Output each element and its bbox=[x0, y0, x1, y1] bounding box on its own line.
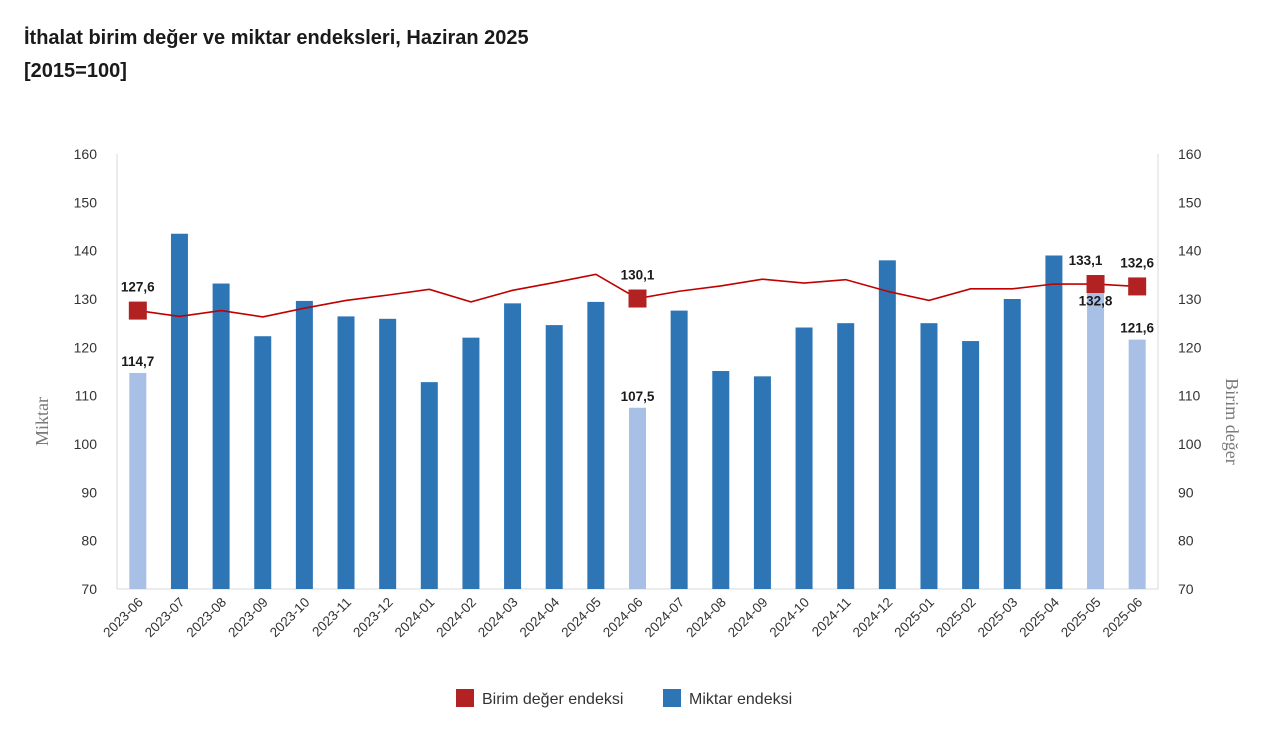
x-tick-label: 2023-09 bbox=[225, 595, 271, 641]
y-tick-right: 80 bbox=[1178, 533, 1194, 549]
legend-label-birim-deger: Birim değer endeksi bbox=[482, 691, 623, 708]
data-label-miktar: 114,7 bbox=[121, 354, 154, 369]
y-tick-right: 100 bbox=[1178, 436, 1202, 452]
bar-miktar bbox=[295, 300, 313, 589]
x-tick-label: 2023-11 bbox=[309, 595, 354, 640]
y-tick-left: 90 bbox=[81, 484, 97, 500]
data-label-birim-deger: 133,1 bbox=[1069, 253, 1103, 268]
y-tick-right: 140 bbox=[1178, 243, 1202, 259]
x-tick-label: 2024-02 bbox=[433, 595, 479, 641]
bar-miktar bbox=[962, 341, 980, 589]
bar-miktar bbox=[129, 372, 147, 589]
bar-miktar bbox=[878, 260, 896, 589]
x-tick-label: 2024-04 bbox=[517, 594, 563, 640]
bar-miktar bbox=[1003, 299, 1021, 589]
x-tick-label: 2023-08 bbox=[184, 595, 230, 641]
y-tick-right: 110 bbox=[1178, 388, 1201, 404]
bar-miktar bbox=[420, 382, 438, 589]
legend-swatch-miktar bbox=[663, 689, 681, 707]
y-tick-right: 70 bbox=[1178, 581, 1194, 597]
bar-miktar bbox=[837, 323, 855, 589]
bar-miktar bbox=[1128, 339, 1146, 589]
chart-subtitle: [2015=100] bbox=[24, 60, 127, 82]
x-tick-label: 2025-03 bbox=[975, 595, 1021, 641]
y-tick-left: 70 bbox=[81, 581, 97, 597]
x-tick-label: 2024-08 bbox=[683, 595, 729, 641]
bar-miktar bbox=[545, 325, 563, 589]
data-label-miktar: 107,5 bbox=[621, 389, 655, 404]
y-axis-title-right: Birim değer bbox=[1222, 378, 1242, 464]
y-tick-left: 110 bbox=[75, 388, 98, 404]
x-tick-label: 2025-04 bbox=[1016, 594, 1062, 640]
x-tick-label: 2025-02 bbox=[933, 595, 979, 641]
x-tick-label: 2024-09 bbox=[725, 595, 771, 641]
legend-label-miktar: Miktar endeksi bbox=[689, 691, 792, 708]
x-tick-label: 2024-10 bbox=[767, 595, 813, 641]
y-tick-left: 140 bbox=[74, 243, 98, 259]
y-axis-title-left: Miktar bbox=[32, 397, 52, 446]
data-label-miktar: 132,8 bbox=[1079, 293, 1113, 308]
x-tick-label: 2024-05 bbox=[558, 595, 604, 641]
x-tick-label: 2023-07 bbox=[142, 595, 188, 641]
x-tick-label: 2025-06 bbox=[1100, 595, 1146, 641]
y-tick-left: 120 bbox=[74, 339, 98, 355]
x-tick-label: 2023-10 bbox=[267, 595, 313, 641]
x-tick-label: 2024-07 bbox=[642, 595, 688, 641]
bar-miktar bbox=[920, 323, 938, 589]
y-tick-left: 100 bbox=[74, 436, 98, 452]
y-tick-left: 160 bbox=[74, 146, 98, 162]
bar-miktar bbox=[379, 318, 397, 589]
y-tick-right: 150 bbox=[1178, 194, 1202, 210]
y-tick-right: 90 bbox=[1178, 484, 1194, 500]
y-tick-right: 130 bbox=[1178, 291, 1202, 307]
x-tick-label: 2025-01 bbox=[891, 595, 937, 641]
y-tick-left: 130 bbox=[74, 291, 98, 307]
x-tick-label: 2023-12 bbox=[350, 595, 396, 641]
bar-miktar bbox=[170, 233, 188, 589]
x-tick-label: 2023-06 bbox=[100, 595, 146, 641]
data-label-birim-deger: 127,6 bbox=[121, 280, 155, 295]
marker-birim-deger bbox=[1128, 277, 1147, 296]
x-tick-label: 2024-03 bbox=[475, 595, 521, 641]
bar-miktar bbox=[1087, 285, 1105, 589]
data-label-birim-deger: 132,6 bbox=[1120, 255, 1154, 270]
bar-miktar bbox=[212, 283, 230, 589]
data-label-birim-deger: 130,1 bbox=[621, 268, 655, 283]
bar-miktar bbox=[337, 316, 355, 589]
bar-miktar bbox=[462, 337, 480, 589]
bar-miktar bbox=[795, 327, 813, 589]
x-tick-label: 2024-01 bbox=[392, 595, 438, 641]
x-tick-label: 2024-11 bbox=[809, 595, 854, 640]
y-tick-right: 120 bbox=[1178, 339, 1202, 355]
x-tick-label: 2024-06 bbox=[600, 595, 646, 641]
y-tick-left: 80 bbox=[81, 533, 97, 549]
bar-miktar bbox=[254, 336, 272, 589]
bar-miktar bbox=[753, 376, 771, 589]
bars-layer bbox=[129, 233, 1146, 589]
bar-miktar bbox=[629, 407, 646, 589]
x-tick-label: 2025-05 bbox=[1058, 595, 1104, 641]
marker-birim-deger bbox=[128, 301, 147, 320]
data-label-miktar: 121,6 bbox=[1120, 321, 1154, 336]
bar-miktar bbox=[504, 303, 522, 589]
marker-birim-deger bbox=[1086, 275, 1105, 294]
bar-miktar bbox=[587, 301, 605, 589]
y-tick-right: 160 bbox=[1178, 146, 1202, 162]
chart-title: İthalat birim değer ve miktar endeksleri… bbox=[24, 27, 529, 49]
marker-birim-deger bbox=[628, 289, 647, 308]
bar-miktar bbox=[670, 310, 688, 589]
line-layer bbox=[128, 273, 1147, 320]
x-tick-label: 2024-12 bbox=[850, 595, 896, 641]
legend-swatch-birim-deger bbox=[456, 689, 474, 707]
chart-title-block: İthalat birim değer ve miktar endeksleri… bbox=[24, 22, 529, 88]
y-tick-left: 150 bbox=[74, 194, 98, 210]
legend: Birim değer endeksi Miktar endeksi bbox=[456, 689, 792, 708]
bar-miktar bbox=[712, 371, 730, 589]
data-labels-layer: 127,6 114,7 130,1 107,5 133,1 132,8 132,6 121,6 bbox=[121, 253, 1155, 404]
bar-miktar bbox=[1045, 255, 1063, 589]
